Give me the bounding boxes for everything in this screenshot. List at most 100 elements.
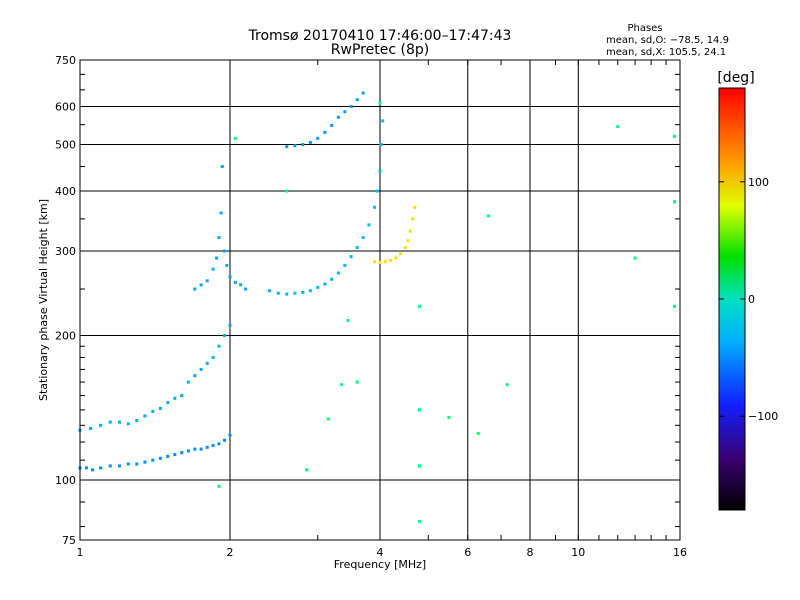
colorbar-tick-label: 100	[748, 176, 769, 189]
data-point	[211, 444, 215, 448]
data-point	[447, 415, 451, 419]
x-tick-label: 1	[77, 546, 84, 559]
data-point	[417, 464, 421, 468]
colorbar-tick-label: 0	[748, 293, 755, 306]
phases-o-line: mean, sd,O: −78.5, 14.9	[606, 35, 729, 46]
data-point	[228, 323, 232, 327]
data-point	[91, 468, 95, 472]
data-point	[276, 291, 280, 295]
data-point	[403, 246, 407, 250]
data-point	[308, 140, 312, 144]
data-point	[151, 409, 155, 413]
data-point	[143, 460, 147, 464]
data-point	[308, 289, 312, 293]
data-point	[193, 447, 197, 451]
data-point	[383, 260, 387, 264]
data-point	[180, 451, 184, 455]
data-point	[379, 143, 383, 147]
y-tick-label: 100	[55, 474, 76, 487]
data-point	[285, 145, 289, 149]
data-point	[228, 433, 232, 437]
data-point	[417, 304, 421, 308]
y-tick-label: 200	[55, 330, 76, 343]
data-point	[217, 442, 221, 446]
data-point	[361, 236, 365, 240]
data-point	[99, 423, 103, 427]
data-point	[108, 464, 112, 468]
data-point	[267, 289, 271, 293]
data-point	[394, 256, 398, 260]
data-point	[126, 462, 130, 466]
data-point	[355, 246, 359, 250]
data-point	[143, 414, 147, 418]
colorbar-label: [deg]	[717, 70, 754, 86]
data-point	[180, 394, 184, 398]
data-point	[330, 123, 334, 127]
data-point	[84, 466, 88, 470]
data-point	[673, 200, 677, 204]
data-point	[293, 291, 297, 295]
x-tick-label: 4	[377, 546, 384, 559]
data-point	[135, 419, 139, 423]
data-point	[239, 283, 243, 287]
data-point	[223, 249, 227, 253]
y-tick-label: 75	[62, 534, 76, 547]
y-tick-label: 750	[55, 54, 76, 67]
data-point	[381, 119, 385, 123]
data-point	[108, 420, 112, 424]
y-axis-ticks: 75 100 200 300 400 500 600 750	[55, 54, 680, 547]
data-point	[305, 468, 309, 472]
data-point	[205, 279, 209, 283]
x-tick-label: 10	[571, 546, 585, 559]
data-point	[228, 275, 232, 279]
data-point	[89, 427, 93, 431]
data-point	[399, 252, 403, 256]
colorbar-ticks: 100 0 −100	[719, 176, 778, 423]
data-point	[244, 287, 248, 291]
plot-area	[80, 60, 680, 540]
data-point	[285, 189, 289, 193]
data-point	[673, 134, 677, 138]
data-point	[301, 290, 305, 294]
y-axis-label: Stationary phase Virtual Height [km]	[37, 199, 50, 401]
colorbar-tick-label: −100	[748, 410, 778, 423]
data-point	[349, 255, 353, 259]
data-point	[361, 91, 365, 95]
data-point	[417, 408, 421, 412]
data-point	[193, 374, 197, 378]
x-tick-label: 6	[464, 546, 471, 559]
data-point	[349, 105, 353, 109]
data-point	[285, 292, 289, 296]
data-point	[316, 136, 320, 140]
data-point	[117, 420, 121, 424]
data-point	[217, 344, 221, 348]
data-point	[233, 136, 237, 140]
data-point	[616, 125, 620, 129]
data-point	[199, 447, 203, 451]
data-point	[151, 458, 155, 462]
data-point	[316, 285, 320, 289]
data-point	[411, 217, 415, 221]
data-point	[323, 282, 327, 286]
data-point	[223, 334, 227, 338]
data-point	[343, 263, 347, 267]
data-point	[166, 454, 170, 458]
data-point	[673, 304, 677, 308]
data-point	[355, 98, 359, 102]
data-point	[173, 396, 177, 400]
data-point	[330, 277, 334, 281]
data-point	[186, 449, 190, 453]
data-point	[476, 432, 480, 436]
data-point	[223, 438, 227, 442]
chart-title: Tromsø 20170410 17:46:00–17:47:43	[248, 28, 512, 44]
phases-title: Phases	[627, 23, 662, 34]
data-point	[343, 110, 347, 114]
data-point	[486, 214, 490, 218]
data-point	[633, 256, 637, 260]
data-point	[373, 205, 377, 209]
data-point	[340, 383, 344, 387]
data-point	[378, 101, 382, 105]
data-points	[78, 91, 677, 523]
y-tick-label: 300	[55, 245, 76, 258]
